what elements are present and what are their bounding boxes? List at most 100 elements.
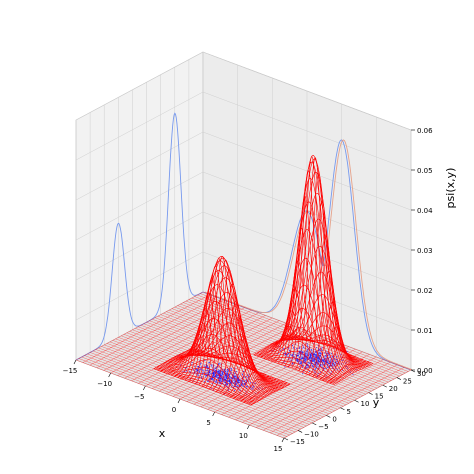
x-tick-label: −5	[134, 393, 144, 401]
scatter-point	[245, 380, 247, 382]
scatter-point	[194, 366, 196, 368]
scatter-point	[220, 372, 222, 374]
wireframe-line	[195, 266, 235, 384]
scatter-point	[233, 389, 236, 392]
scatter-point	[302, 365, 304, 367]
y-tick-label: 0	[332, 415, 336, 423]
scatter-point	[308, 366, 310, 368]
grid-line	[75, 91, 412, 171]
y-tick-mark	[312, 422, 317, 426]
scatter-point	[241, 373, 243, 375]
grid-line	[75, 51, 412, 131]
scatter-point	[301, 351, 303, 353]
scatter-point	[316, 365, 318, 367]
wireframe-line	[301, 201, 342, 373]
y-tick-mark	[283, 437, 289, 441]
scatter-point	[226, 368, 228, 370]
scatter-point	[279, 349, 281, 352]
scatter-point	[296, 348, 298, 350]
scatter-point	[332, 363, 334, 365]
wireframe-line	[312, 301, 353, 377]
scatter-point	[325, 358, 327, 360]
scatter-point	[283, 348, 285, 350]
y-tick-label: −10	[304, 430, 319, 438]
scatter-point	[324, 362, 326, 364]
wireframe-line	[243, 381, 284, 403]
scatter-point	[211, 370, 213, 372]
scatter-point	[300, 353, 303, 355]
scatter-point	[231, 384, 233, 386]
scatter-point	[306, 354, 308, 356]
wireframe-line	[191, 278, 232, 383]
scatter-point	[206, 368, 208, 370]
scatter-point	[200, 366, 202, 368]
y-tick-mark	[410, 369, 416, 373]
scatter-point	[290, 359, 292, 361]
scatter-point	[219, 379, 221, 382]
scatter-point	[216, 376, 218, 378]
scatter-point	[218, 382, 220, 384]
scatter-point	[319, 360, 321, 362]
scatter-point	[306, 343, 308, 345]
scatter-point	[324, 361, 326, 363]
scatter-point	[322, 364, 324, 366]
scatter-point	[303, 358, 305, 360]
y-tick-mark	[354, 399, 359, 403]
scatter-point	[331, 355, 333, 357]
scatter-point	[239, 382, 241, 384]
scatter-point	[326, 367, 328, 369]
wireframe-line	[291, 156, 332, 369]
scatter-point	[213, 369, 215, 371]
scatter-point	[310, 356, 313, 358]
floor-mesh-line	[283, 369, 412, 439]
scatter-point	[235, 371, 237, 373]
scatter-point	[306, 345, 308, 347]
scatter-point	[315, 351, 317, 353]
scatter-point	[284, 366, 286, 368]
scatter-point	[306, 352, 308, 354]
scatter-point	[331, 371, 333, 373]
scatter-point	[328, 353, 330, 355]
wireframe-line	[229, 362, 270, 398]
y-tick-mark	[396, 377, 402, 380]
scatter-point	[226, 373, 228, 375]
scatter-point	[284, 352, 287, 354]
scatter-point	[312, 360, 314, 363]
scatter-point	[288, 348, 290, 350]
scatter-point	[322, 359, 324, 361]
scatter-point	[317, 356, 319, 358]
wireframe-line	[256, 334, 297, 357]
scatter-point	[193, 369, 195, 371]
scatter-point	[309, 353, 311, 355]
y-tick-mark	[382, 384, 387, 388]
scatter-point	[218, 369, 220, 371]
scatter-point	[318, 359, 320, 361]
scatter-point	[224, 378, 226, 380]
scatter-point	[204, 366, 206, 368]
scatter-point	[301, 366, 304, 368]
scatter-point	[299, 362, 301, 364]
scatter-point	[249, 382, 252, 384]
scatter-point	[245, 376, 247, 378]
scatter-point	[231, 377, 233, 379]
scatter-point	[221, 371, 223, 373]
scatter-point	[330, 358, 332, 361]
scatter-point	[321, 360, 324, 362]
scatter-point	[202, 372, 204, 374]
scatter-point	[206, 366, 208, 368]
scatter-point	[216, 381, 218, 383]
scatter-point	[300, 357, 302, 360]
scatter-point	[312, 366, 314, 368]
wireframe-line	[236, 378, 277, 401]
floor-mesh-line	[117, 307, 245, 376]
scatter-point	[296, 359, 299, 361]
scatter-point	[224, 381, 226, 383]
scatter-point	[314, 371, 316, 373]
scatter-point	[217, 377, 219, 379]
wireframe-line	[263, 334, 304, 359]
wireframe-line	[212, 283, 253, 391]
wireframe-line	[240, 379, 280, 402]
wireframe-line	[201, 255, 242, 387]
scatter-point	[308, 357, 310, 359]
scatter-point	[300, 363, 302, 365]
